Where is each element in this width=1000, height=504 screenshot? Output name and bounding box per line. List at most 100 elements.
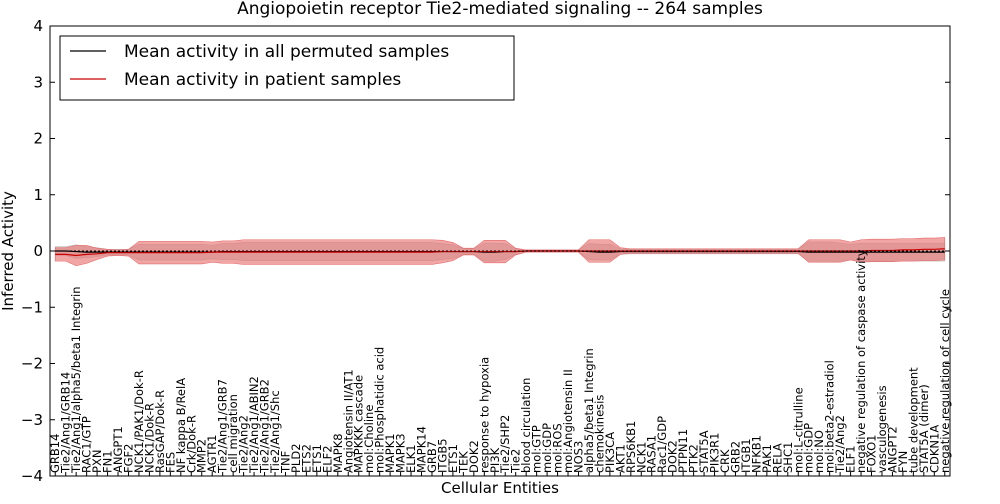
x-tick-label: alpha5/beta1 Integrin [582,348,596,473]
x-tick-label: MAPK14 [415,426,429,473]
x-tick-label: Tie2/Ang1/alpha5/beta1 Integrin [69,286,83,474]
x-tick-label: ELK1 [404,444,418,473]
x-tick-label: response to hypoxia [477,357,491,473]
x-tick-label: ETS1 [446,444,460,473]
legend-label-patient: Mean activity in patient samples [124,70,401,90]
x-tick-label: RAC1/GTP [80,416,94,473]
x-tick-label: chemokinesis [592,395,606,473]
x-tick-label: GRB7 [425,441,439,473]
x-tick-label: ELF2 [320,445,334,473]
x-tick-label: tube development [906,367,920,473]
y-tick-label: 0 [33,242,43,260]
y-axis: −4 −3 −2 −1 0 1 2 3 4 [21,17,950,485]
x-tick-label: mol:GDP [540,423,554,473]
x-tick-label: Rac1/GDP [655,416,669,473]
x-tick-label: Tie2/Ang1/ABIN2 [247,376,261,474]
x-tick-label: Tie2/Ang1/GRB14 [59,372,73,474]
x-tick-label: MAPK3 [394,433,408,473]
x-tick-label: ITGB1 [739,438,753,473]
y-tick-label: 4 [33,17,43,35]
x-tick-label: mol:Choline [362,405,376,473]
x-tick-label: mol:GTP [530,425,544,473]
y-tick-label: −4 [21,467,43,485]
x-tick-label: FES [163,452,177,473]
x-tick-label: mol:beta2-estradiol [823,360,837,473]
x-tick-label: NOS3 [571,441,585,473]
x-tick-label: AGTR1 [205,435,219,474]
x-tick-label: SHC1 [781,442,795,473]
x-tick-label: MAPKKK cascade [352,375,366,473]
x-tick-label: Tie2/SHP2 [498,415,512,474]
x-tick-label: NF kappa B/RelA [174,378,188,473]
x-tick-label: Tie2/Ang2 [833,415,847,474]
x-tick-label: mol:NO [812,430,826,473]
x-tick-label: Angiotensin II/AT1 [341,369,355,473]
x-tick-label: PLD2 [289,443,303,473]
x-tick-label: ANGPT2 [885,426,899,473]
x-tick-label: negative regulation of cell cycle [938,289,952,473]
x-tick-label: vasculogenesis [875,385,889,473]
x-tick-label: DOK2 [467,440,481,473]
x-tick-label: CRK [718,449,732,473]
x-tick-label: Tie2/Ang1/Shc [268,390,282,474]
y-tick-label: −2 [21,355,43,373]
x-tick-label: TNF [278,451,292,474]
x-tick-label: PXN [90,450,104,473]
x-tick-label: AKT1 [613,444,627,473]
x-tick-label: PTPN11 [676,429,690,473]
x-tick-label: Tie2/Ang2 [237,415,251,474]
x-tick-label: PIK3CA [603,432,617,473]
legend: Mean activity in all permuted samples Me… [59,35,515,101]
series-layer [55,248,945,257]
x-tick-label: mol:Phosphatidic acid [373,347,387,473]
legend-label-permuted: Mean activity in all permuted samples [124,42,449,62]
x-tick-label: Crk/Dok-R [184,415,198,473]
y-tick-label: −1 [21,298,43,316]
x-tick-label: mol:Angiotensin II [561,369,575,473]
x-tick-label: RPS6KB1 [624,421,638,473]
x-tick-label: GRB14 [48,434,62,473]
x-tick-label: mol:ROS [551,423,565,473]
x-tick-label: Tie2/Ang1/GRB7 [216,379,230,474]
y-tick-label: −3 [21,411,43,429]
patient-mean-line [55,248,945,257]
y-tick-label: 1 [33,186,43,204]
x-tick-label: cell migration [226,394,240,473]
x-axis-label: Cellular Entities [441,479,559,497]
y-axis-label: Inferred Activity [0,191,17,311]
x-tick-label: NFKB1 [749,435,763,473]
y-tick-label: 2 [33,130,43,148]
x-tick-label: FN1 [101,450,115,473]
x-tick-label: RELA [770,443,784,473]
chart-title: Angiopoietin receptor Tie2-mediated sign… [237,0,763,19]
x-tick-label: mol:GDP [802,423,816,473]
x-tick-label: Tie2 [509,449,523,474]
x-tick-label: RasGAP/Dok-R [153,390,167,473]
x-tick-label: ELF1 [844,445,858,473]
x-tick-label: FOXO1 [865,435,879,473]
x-tick-label: MMP2 [195,439,209,473]
y-tick-label: 3 [33,73,43,91]
x-tick-label: STAT5A [697,430,711,473]
x-tick-label: MAPK1 [383,433,397,473]
x-tick-label: blood circulation [519,378,533,473]
x-tick-label: NCK1/Dok-R [142,403,156,473]
x-tick-label: PTK2 [687,444,701,473]
x-tick-label: FYN [896,451,910,473]
x-tick-label: PI3K [488,447,502,473]
x-tick-label: Tie2/Ang1/GRB2 [258,379,272,474]
x-tick-label: ETS2 [299,444,313,473]
x-tick-label: GRB2 [728,441,742,473]
x-tick-label: RASA1 [645,435,659,473]
x-tick-label: STAT5A (dimer) [917,384,931,473]
x-tick-label: PAK1 [760,444,774,473]
x-tick-label: ANGPT1 [111,426,125,473]
x-axis: GRB14Tie2/Ang1/GRB14Tie2/Ang1/alpha5/bet… [48,249,952,476]
x-tick-label: FGF2 [121,444,135,473]
x-tick-label: ETS1 [310,444,324,473]
x-tick-label: mol:L-citrulline [791,387,805,473]
x-tick-label: PIK3R1 [708,433,722,474]
x-tick-label: NCK1 [634,442,648,474]
x-tick-label: MAPK8 [331,433,345,473]
